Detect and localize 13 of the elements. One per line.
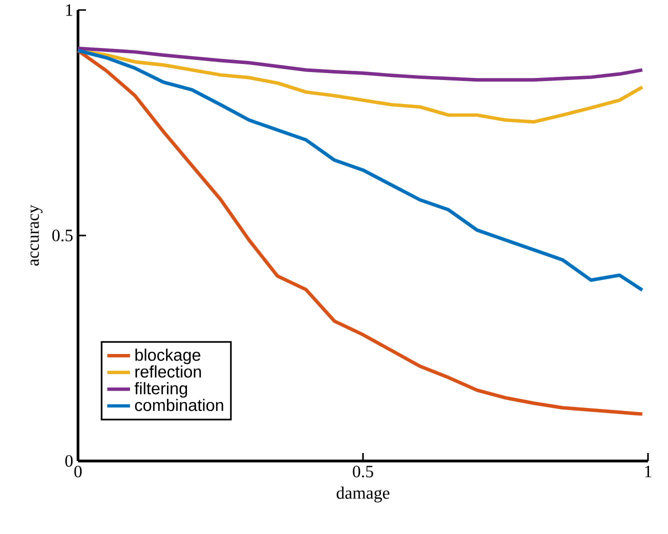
x-tick-label: 0.5 [352,466,374,478]
y-tick-label: 1 [66,4,72,16]
x-axis-title: damage [336,486,390,502]
line-series [76,48,644,416]
legend-label: blockage [135,348,200,364]
y-tick-label: 0 [65,455,73,467]
legend-label: combination [135,398,224,412]
y-tick-label: 0.5 [52,230,73,242]
legend-label: filtering [134,382,188,398]
x-tick-label: 0 [74,466,82,478]
y-axis-title: accuracy [30,204,42,266]
x-tick-label: 1 [645,466,652,478]
legend-label: reflection [135,365,201,378]
